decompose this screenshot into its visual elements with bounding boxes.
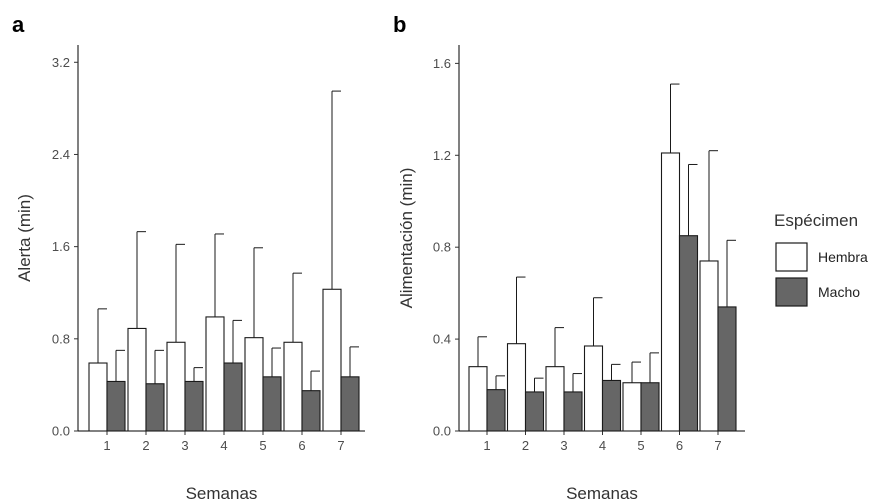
x-tick-label: 6 [298,438,305,453]
bar-macho [601,379,622,432]
x-tick-label: 1 [103,438,110,453]
x-axis-title: Semanas [186,484,258,503]
panel-b-label: b [393,12,406,37]
x-tick-label: 6 [676,438,683,453]
bar-macho [262,376,282,432]
x-tick-label: 4 [599,438,606,453]
bar-macho [486,389,506,432]
x-tick-label: 1 [483,438,490,453]
bar-macho [184,380,204,432]
bar-macho [678,235,699,432]
y-tick-label: 1.6 [52,239,70,254]
legend-label-macho: Macho [818,284,860,300]
bar-hembra [88,362,108,432]
bar-hembra [166,341,186,432]
x-tick-label: 2 [142,438,149,453]
x-tick-label: 4 [220,438,227,453]
bar-hembra [127,327,147,432]
bar-macho [563,391,583,432]
legend: Espécimen Hembra Macho [774,211,868,307]
bar-hembra [506,343,527,432]
x-tick-label: 3 [181,438,188,453]
bar-macho [340,376,360,432]
y-tick-label: 2.4 [52,147,70,162]
y-tick-label: 1.2 [433,148,451,163]
y-tick-label: 0.0 [52,424,70,439]
bar-macho [145,383,165,432]
bar-hembra [545,366,565,432]
bar-hembra [468,366,488,432]
x-tick-label: 7 [714,438,721,453]
y-tick-label: 1.6 [433,56,451,71]
y-tick-label: 0.8 [433,240,451,255]
bar-hembra [205,316,225,432]
y-tick-label: 0.4 [433,332,451,347]
y-axis-title: Alimentación (min) [397,168,416,309]
y-tick-label: 0.8 [52,331,70,346]
panel-a-label: a [12,12,25,37]
x-tick-label: 3 [560,438,567,453]
y-tick-label: 0.0 [433,424,451,439]
bar-hembra [699,260,719,432]
bar-macho [640,382,660,432]
bar-macho [301,390,321,432]
bar-macho [223,362,243,432]
x-tick-label: 5 [259,438,266,453]
panel-b: b 0.0 0.4 0.8 1.2 1.6 1 2 3 4 5 6 7 Semanas Alimentac… [393,12,745,503]
x-tick-label: 5 [637,438,644,453]
bar-hembra [283,341,303,432]
bar-hembra [660,152,681,432]
bar-hembra [583,345,604,432]
y-axis-title: Alerta (min) [15,194,34,282]
bar-macho [717,306,737,432]
bar-hembra [622,382,642,432]
x-tick-label: 2 [522,438,529,453]
bar-hembra [322,288,342,432]
bar-hembra [244,337,264,432]
legend-swatch-hembra [775,242,808,272]
y-tick-label: 3.2 [52,55,70,70]
bar-macho [106,380,126,432]
legend-swatch-macho [775,277,808,307]
x-axis-title: Semanas [566,484,638,503]
legend-title: Espécimen [774,211,858,230]
bar-macho [524,391,545,432]
legend-label-hembra: Hembra [818,249,868,265]
panel-a: a 0.0 0.8 1.6 2.4 3.2 1 2 3 4 5 6 7 Semanas Alerta (m… [12,12,365,503]
x-tick-label: 7 [337,438,344,453]
